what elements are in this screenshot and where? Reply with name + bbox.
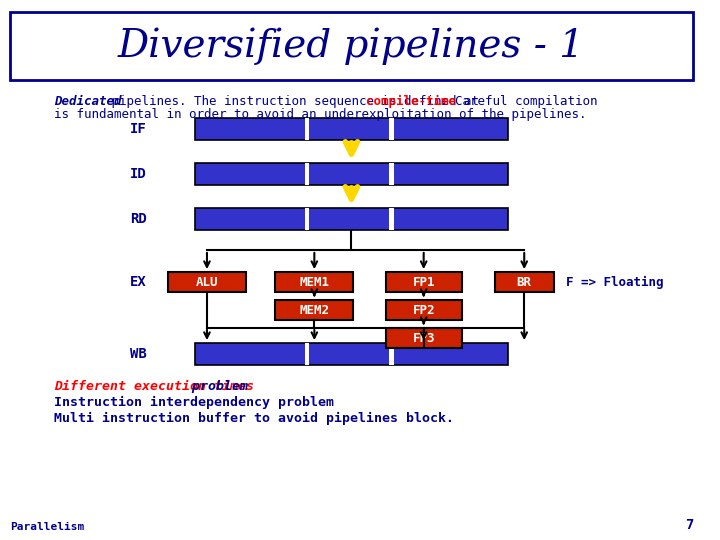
- Text: compile-time: compile-time: [366, 95, 456, 108]
- Text: BR: BR: [517, 275, 532, 288]
- Text: 7: 7: [685, 518, 693, 532]
- Bar: [305, 208, 310, 230]
- Bar: [168, 272, 246, 292]
- Text: Instruction interdependency problem: Instruction interdependency problem: [54, 396, 333, 409]
- Text: Diversified pipelines - 1: Diversified pipelines - 1: [118, 27, 585, 65]
- Bar: [305, 163, 310, 185]
- Text: Multi instruction buffer to avoid pipelines block.: Multi instruction buffer to avoid pipeli…: [54, 412, 454, 425]
- Bar: [386, 272, 462, 292]
- Text: Dedicated: Dedicated: [54, 95, 121, 108]
- Text: . Careful compilation: . Careful compilation: [440, 95, 598, 108]
- Bar: [389, 118, 394, 140]
- Bar: [305, 343, 310, 365]
- Text: IF: IF: [130, 122, 146, 136]
- Text: FP1: FP1: [413, 275, 435, 288]
- Text: Parallelism: Parallelism: [10, 522, 84, 532]
- Text: EX: EX: [130, 275, 146, 289]
- Bar: [195, 208, 508, 230]
- Text: ALU: ALU: [196, 275, 218, 288]
- Text: Different execution times: Different execution times: [54, 380, 253, 393]
- Text: F => Floating: F => Floating: [566, 275, 664, 288]
- Bar: [195, 343, 508, 365]
- Bar: [386, 328, 462, 348]
- Text: pipelines. The instruction sequence is defined at: pipelines. The instruction sequence is d…: [104, 95, 487, 108]
- Bar: [389, 163, 394, 185]
- Text: ID: ID: [130, 167, 146, 181]
- Bar: [10, 12, 693, 80]
- Bar: [495, 272, 554, 292]
- Bar: [195, 163, 508, 185]
- Bar: [275, 272, 354, 292]
- Bar: [386, 300, 462, 320]
- Text: MEM1: MEM1: [300, 275, 329, 288]
- Bar: [195, 118, 508, 140]
- Text: MEM2: MEM2: [300, 303, 329, 316]
- Text: FP2: FP2: [413, 303, 435, 316]
- Bar: [389, 208, 394, 230]
- Text: is fundamental in order to avoid an underexploitation of the pipelines.: is fundamental in order to avoid an unde…: [54, 108, 586, 121]
- Bar: [275, 300, 354, 320]
- Text: problem: problem: [184, 380, 248, 393]
- Text: RD: RD: [130, 212, 146, 226]
- Text: WB: WB: [130, 347, 146, 361]
- Text: FP3: FP3: [413, 332, 435, 345]
- Bar: [389, 343, 394, 365]
- Bar: [305, 118, 310, 140]
